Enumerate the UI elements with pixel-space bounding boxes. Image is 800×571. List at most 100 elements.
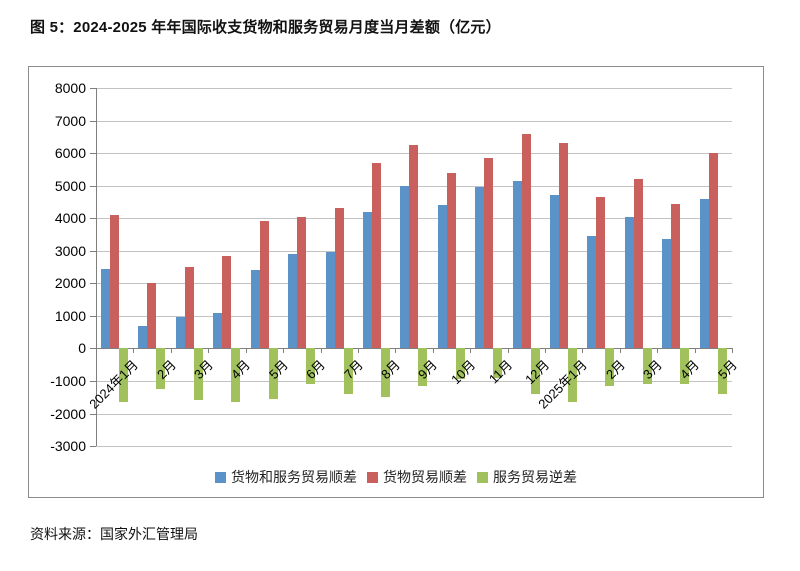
gridline [96,446,732,447]
bar-goods-surplus [708,153,718,349]
bar-services-deficit [605,348,615,386]
x-axis-tick [694,348,696,354]
y-axis-tick [90,348,96,350]
legend-swatch-icon [477,471,488,483]
bar-goods-surplus [297,216,307,349]
bar-services-deficit [193,348,203,401]
y-axis-tick [90,380,96,382]
bar-services-deficit [418,348,428,386]
bar-goods-and-services-surplus [624,216,634,349]
x-axis-tick [208,348,210,354]
y-axis-tick [90,88,96,89]
x-axis-line [96,348,732,350]
bar-services-deficit [530,348,540,394]
x-axis-label: 2024年1月 [86,357,142,413]
y-axis-label: 5000 [54,177,86,194]
y-axis-line [96,88,97,446]
bar-goods-and-services-surplus [362,211,372,349]
legend-swatch-icon [215,471,226,483]
bar-goods-and-services-surplus [437,205,447,349]
bar-goods-and-services-surplus [213,312,223,349]
bar-services-deficit [680,348,690,385]
bar-goods-and-services-surplus [475,187,485,349]
x-axis-tick [657,348,659,354]
y-axis-label: -1000 [50,372,86,389]
x-axis-tick [470,348,472,354]
bar-services-deficit [642,348,652,385]
bar-goods-and-services-surplus [662,239,672,349]
bar-goods-surplus [371,162,381,349]
bar-goods-surplus [521,133,531,349]
y-axis-label: 0 [78,340,86,357]
x-axis-tick [432,348,434,354]
bar-services-deficit [268,348,278,399]
bar-goods-surplus [484,158,494,349]
bar-goods-and-services-surplus [288,254,298,349]
x-axis-tick [544,348,546,354]
legend-item: 货物贸易顺差 [367,467,467,487]
y-axis-tick [90,446,96,447]
legend-swatch-icon [367,471,378,483]
bar-services-deficit [567,348,577,403]
x-axis-tick [170,348,172,354]
x-axis-tick [245,348,247,354]
bar-services-deficit [717,348,727,394]
x-axis-label: 11月 [485,357,516,387]
y-axis-label: 3000 [54,242,86,259]
x-axis-tick [395,348,397,354]
bar-goods-and-services-surplus [549,195,559,349]
bar-services-deficit [343,348,353,394]
y-axis-tick [90,218,96,220]
gridline [96,88,732,89]
bar-goods-surplus [596,197,606,349]
x-axis-label: 10月 [447,357,478,388]
y-axis-label: 8000 [54,80,86,96]
bar-services-deficit [231,348,241,403]
gridline [96,413,732,415]
y-axis-tick [90,315,96,317]
y-axis-label: -2000 [50,405,86,422]
x-axis-tick [133,348,135,354]
y-axis-label: 7000 [54,112,86,129]
y-axis-tick [90,283,96,285]
y-axis-tick [90,185,96,187]
bar-services-deficit [455,348,465,380]
bar-goods-surplus [259,221,269,349]
chart-container: 8000 7000 6000 5000 4000 3000 2000 1000 0 -1000 -2… [28,66,764,498]
bar-goods-surplus [222,255,232,349]
bar-services-deficit [493,348,503,378]
bar-goods-and-services-surplus [250,270,260,349]
gridline [96,120,732,122]
bar-services-deficit [119,348,128,403]
gridline [96,380,732,382]
x-axis-tick [320,348,322,354]
y-axis-tick [90,120,96,122]
chart-legend: 货物和服务贸易顺差 货物贸易顺差 服务贸易逆差 [29,468,763,486]
bar-goods-surplus [147,283,157,349]
x-axis-tick [619,348,621,354]
y-axis-label: 6000 [54,145,86,162]
y-axis-tick [90,413,96,415]
bar-goods-and-services-surplus [175,317,185,349]
legend-label: 货物贸易顺差 [383,469,467,485]
bar-goods-surplus [633,179,643,349]
y-axis-label: 1000 [54,307,86,324]
legend-item: 货物和服务贸易顺差 [215,467,357,487]
bar-goods-and-services-surplus [699,198,709,349]
source-note: 资料来源：国家外汇管理局 [30,526,198,542]
y-axis-label: 4000 [54,210,86,227]
x-axis-tick [357,348,359,354]
bar-goods-and-services-surplus [512,180,522,349]
bar-goods-and-services-surplus [138,325,148,349]
chart-title: 图 5：2024-2025 年年国际收支货物和服务贸易月度当月差额（亿元） [30,19,501,36]
y-axis-label: -3000 [50,438,86,454]
bar-goods-surplus [446,172,456,349]
bar-goods-surplus [558,143,568,349]
legend-item: 服务贸易逆差 [477,467,577,487]
y-axis-label: 2000 [54,275,86,292]
x-axis-tick [96,348,97,354]
x-axis-tick [283,348,285,354]
x-axis-tick [582,348,584,354]
plot-area: 8000 7000 6000 5000 4000 3000 2000 1000 0 -1000 -2… [29,67,765,499]
x-axis-tick [732,348,733,354]
